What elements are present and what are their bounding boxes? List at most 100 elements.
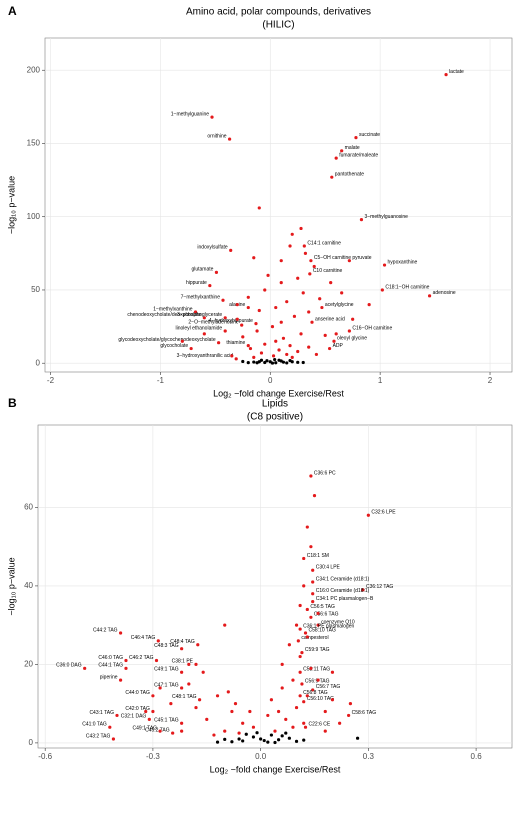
data-point — [194, 662, 198, 667]
x-tick-label: 1 — [378, 376, 383, 385]
data-point — [312, 264, 316, 269]
data-point — [240, 323, 244, 327]
x-tick-label: -0.3 — [146, 752, 160, 761]
data-point — [312, 494, 317, 498]
data-point — [311, 592, 315, 596]
data-point — [296, 360, 300, 364]
data-point — [252, 256, 256, 260]
data-point — [347, 713, 351, 718]
point-label: oleoyl glycine — [337, 336, 367, 342]
point-label: 3−methylguanosine — [364, 214, 408, 220]
point-label: C36:1 PE plasmalogen — [303, 623, 354, 629]
data-point — [273, 729, 277, 733]
data-point — [262, 738, 266, 743]
data-point — [355, 736, 360, 740]
data-point — [266, 713, 270, 718]
data-point — [255, 361, 259, 365]
data-point — [380, 288, 384, 292]
y-tick-label: 20 — [24, 660, 33, 669]
data-point — [156, 639, 160, 643]
data-point — [340, 149, 344, 153]
data-point — [252, 360, 256, 364]
point-label: linoleyl ethanolamide — [176, 325, 223, 331]
data-point — [309, 474, 313, 478]
data-point — [366, 513, 370, 517]
data-point — [303, 251, 308, 255]
data-point — [274, 361, 278, 365]
data-point — [338, 721, 342, 725]
point-label: C41:0 TAG — [82, 722, 107, 728]
data-point — [269, 733, 274, 737]
data-point — [323, 729, 327, 733]
data-point — [266, 273, 270, 277]
data-point — [298, 627, 302, 631]
data-point — [296, 639, 300, 643]
point-label: C16−OH carnitine — [352, 325, 392, 331]
point-label: C44:0 TAG — [125, 690, 150, 696]
data-point — [276, 709, 281, 714]
point-label: ornithine — [207, 133, 226, 139]
point-label: 1−methylguanine — [171, 111, 209, 117]
data-point — [226, 690, 230, 694]
data-point — [330, 698, 335, 702]
data-point — [151, 694, 155, 698]
data-point — [327, 346, 332, 351]
data-point — [208, 283, 212, 288]
data-point — [251, 725, 256, 729]
data-point — [180, 670, 184, 674]
data-point — [144, 709, 148, 714]
data-point — [300, 651, 304, 655]
data-point — [305, 607, 309, 612]
point-label: C56:5 TAG — [310, 604, 335, 610]
point-label: C56:8 TAG — [303, 690, 328, 696]
point-label: C44:1 TAG — [98, 663, 123, 669]
point-label: C42:0 TAG — [125, 706, 150, 712]
point-label: C32:6 LPE — [371, 510, 396, 516]
data-point — [263, 288, 267, 292]
data-point — [288, 358, 292, 363]
point-label: C18:1 SM — [307, 553, 329, 559]
data-point — [223, 316, 227, 320]
data-point — [294, 739, 299, 743]
y-tick-label: 100 — [27, 212, 41, 221]
data-point — [367, 303, 371, 307]
data-point — [279, 281, 283, 285]
data-point — [274, 339, 278, 343]
data-point — [276, 738, 281, 742]
data-point — [187, 662, 191, 667]
x-tick-label: 0.0 — [255, 752, 267, 761]
panel-letter: B — [8, 396, 17, 410]
point-label: malate — [345, 145, 360, 151]
data-point — [255, 731, 259, 735]
data-point — [307, 345, 311, 349]
chart-title: Lipids — [262, 399, 288, 410]
data-point — [271, 354, 276, 358]
point-label: C48:1 TAG — [172, 694, 197, 700]
x-tick-label: 0 — [268, 376, 273, 385]
data-point — [279, 259, 283, 263]
point-label: C45:2 TAG — [145, 727, 170, 733]
point-label: C46:2 TAG — [129, 655, 154, 661]
data-point — [427, 294, 432, 298]
x-tick-label: 0.3 — [363, 752, 375, 761]
data-point — [298, 670, 302, 674]
point-label: pyruvate — [352, 255, 371, 261]
data-point — [340, 291, 344, 295]
data-point — [147, 717, 151, 721]
chart-subtitle: (C8 positive) — [247, 412, 303, 423]
data-point — [334, 332, 338, 336]
point-label: acetylglycine — [325, 302, 354, 308]
data-point — [246, 295, 250, 299]
data-point — [284, 717, 288, 721]
data-point — [115, 713, 119, 718]
data-point — [305, 694, 309, 698]
data-point — [311, 568, 315, 572]
data-point — [332, 339, 336, 343]
point-label: thiamine — [226, 340, 245, 346]
point-label: glycodeoxycholate/glycochenodeoxycholate — [118, 337, 216, 343]
data-point — [221, 298, 225, 302]
data-point — [294, 705, 299, 710]
point-label: succinate — [359, 132, 380, 138]
data-point — [111, 737, 116, 741]
data-point — [202, 332, 206, 336]
